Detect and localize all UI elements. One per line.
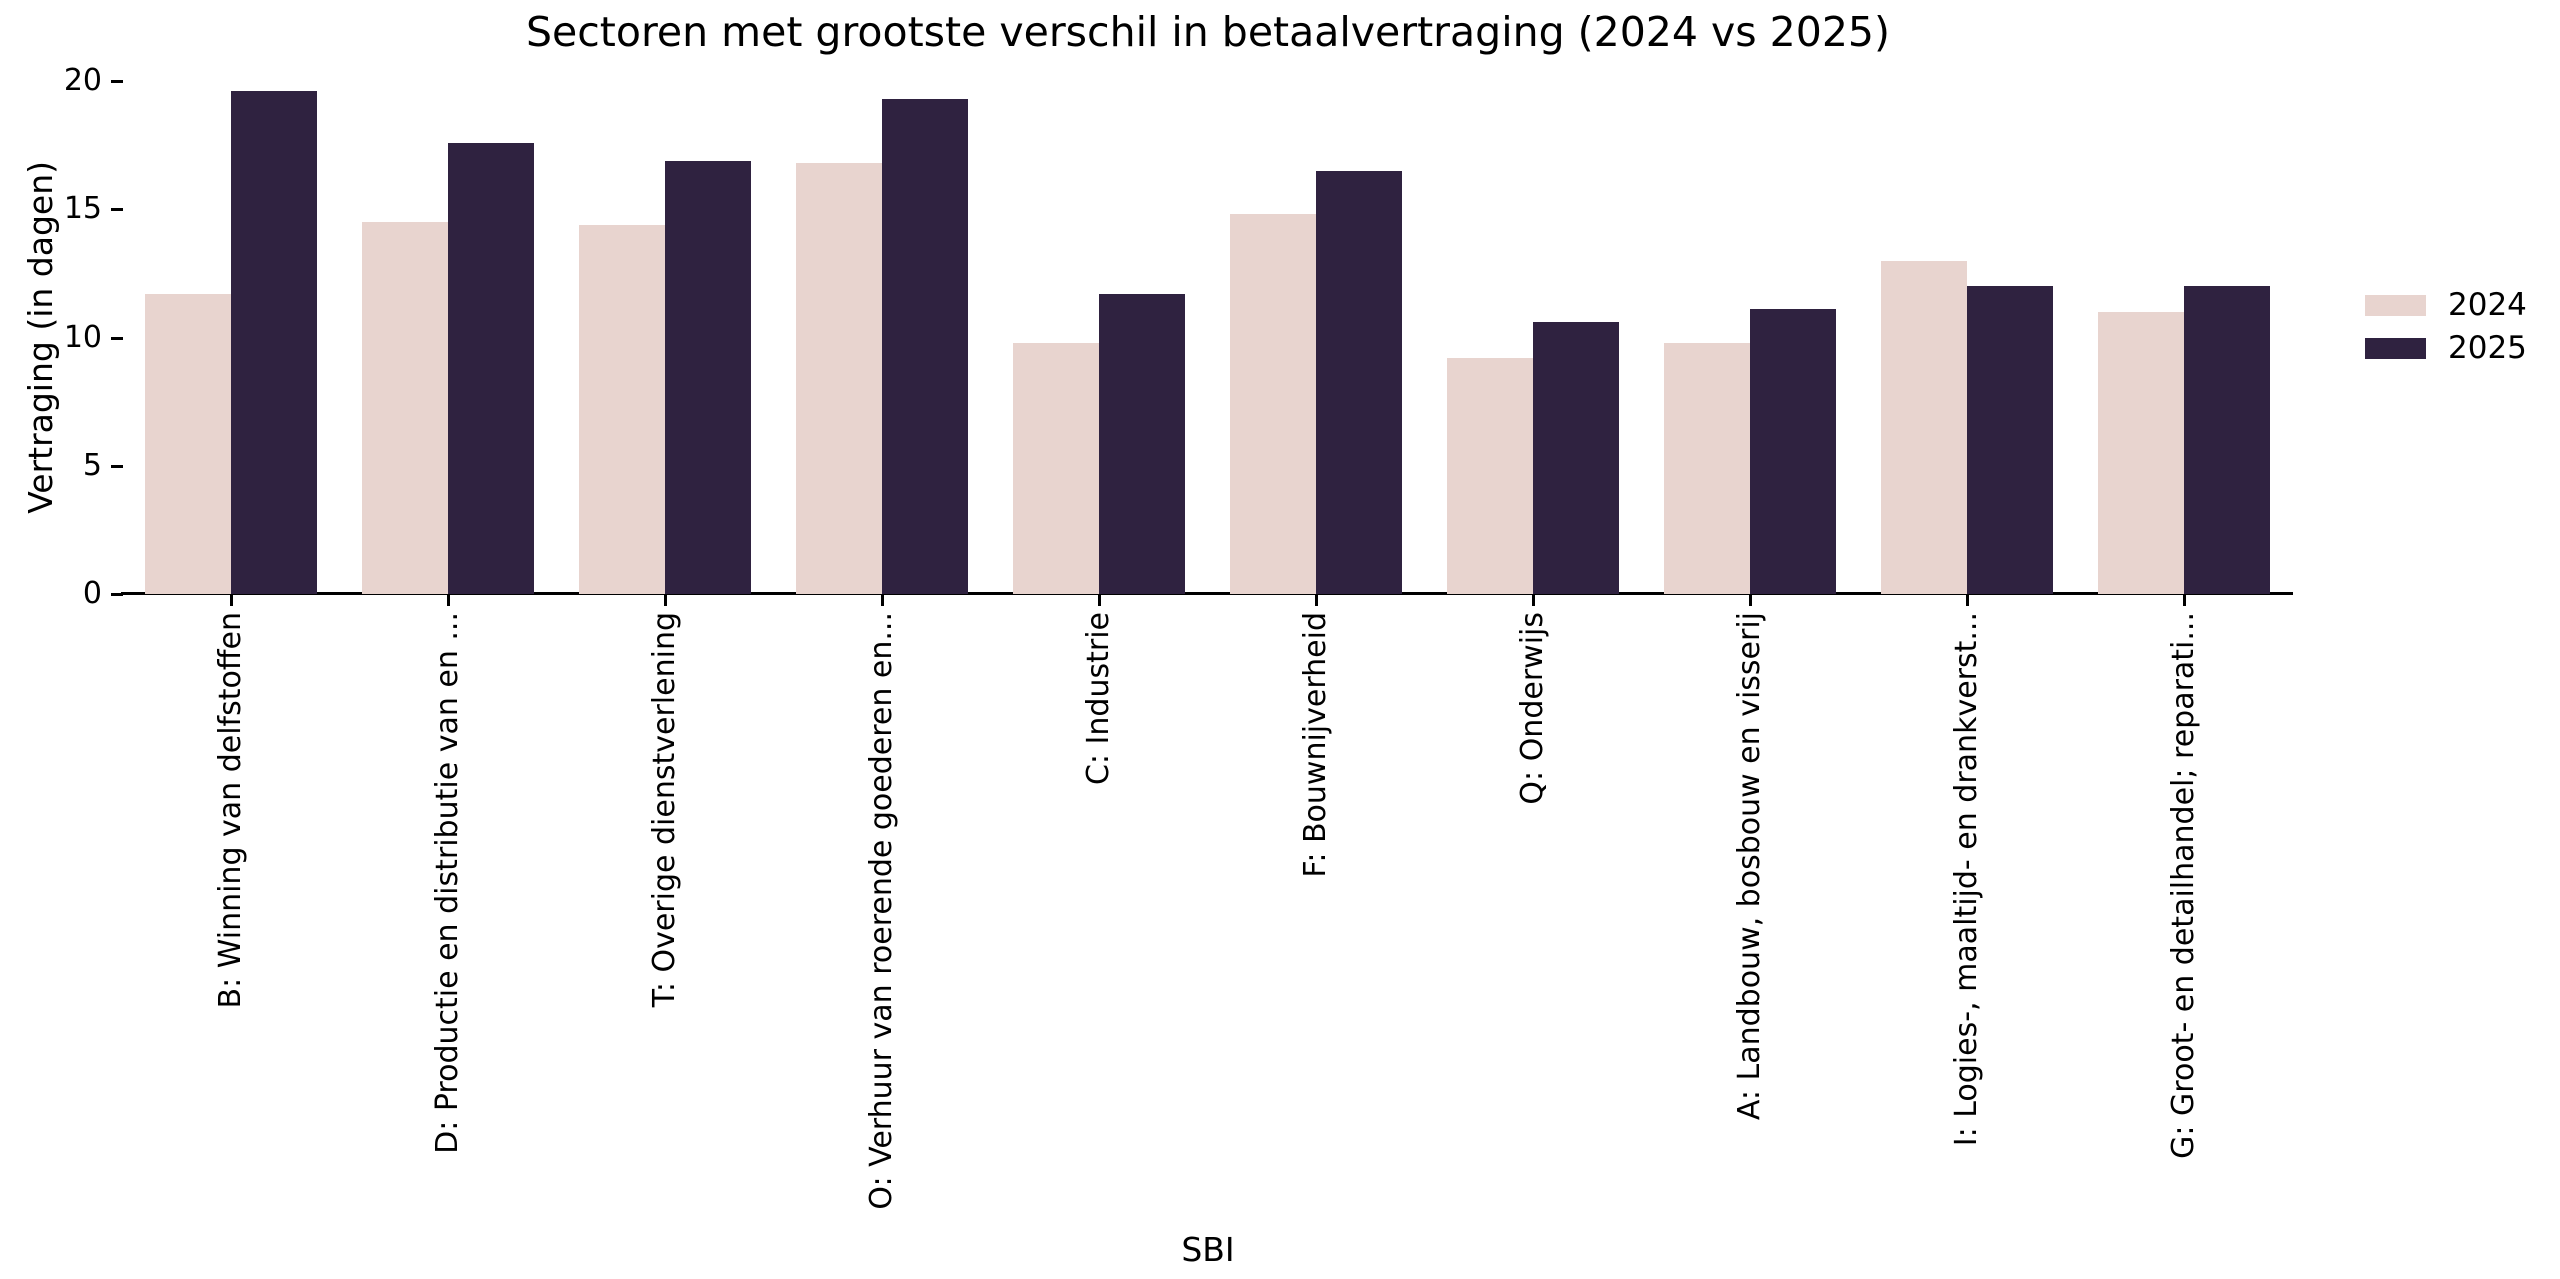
y-tick-label: 0: [82, 576, 102, 611]
x-tick-mark: [1532, 595, 1535, 606]
bar-2025-2: [448, 142, 534, 594]
x-tick-mark: [230, 595, 233, 606]
x-tick-label: C: Industrie: [1081, 612, 1117, 785]
bar-2024-7: [1447, 358, 1533, 594]
x-tick-label: O: Verhuur van roerende goederen en...: [864, 612, 900, 1210]
bar-2025-3: [665, 160, 751, 594]
bar-2025-9: [1967, 286, 2053, 594]
y-tick-mark: [111, 464, 123, 468]
x-tick-label-text: D: Productie en distributie van en ...: [430, 612, 465, 1154]
x-tick-label: D: Productie en distributie van en ...: [430, 612, 466, 1154]
x-tick-label-text: Q: Onderwijs: [1515, 612, 1550, 805]
bar-2025-6: [1316, 170, 1402, 594]
legend-label-2025: 2025: [2448, 330, 2527, 366]
x-tick-label-text: O: Verhuur van roerende goederen en...: [864, 612, 899, 1210]
x-tick-label-text: F: Bouwnijverheid: [1298, 612, 1333, 878]
x-tick-label-text: G: Groot- en detailhandel; reparati...: [2166, 612, 2201, 1159]
x-axis-label: SBI: [1181, 1230, 1235, 1269]
bar-2025-4: [882, 98, 968, 594]
bar-2024-8: [1664, 342, 1750, 594]
bar-2024-3: [579, 224, 665, 594]
bar-2024-5: [1013, 342, 1099, 594]
bar-2025-5: [1099, 293, 1185, 594]
x-tick-mark: [2183, 595, 2186, 606]
chart-title: Sectoren met grootste verschil in betaal…: [526, 8, 1890, 56]
x-tick-label: T: Overige dienstverlening: [647, 612, 683, 1007]
x-tick-mark: [664, 595, 667, 606]
bar-2024-1: [145, 293, 231, 594]
x-tick-label-text: I: Logies-, maaltijd- en drankverst...: [1949, 612, 1984, 1147]
x-tick-label-text: A: Landbouw, bosbouw en visserij: [1732, 612, 1767, 1121]
bar-2024-2: [362, 222, 448, 594]
y-tick-mark: [111, 80, 123, 83]
x-tick-label-text: C: Industrie: [1081, 612, 1116, 786]
x-tick-mark: [1749, 595, 1752, 606]
y-tick-mark: [111, 336, 123, 340]
y-tick-mark: [111, 208, 123, 212]
x-tick-mark: [1966, 595, 1969, 606]
x-tick-label: I: Logies-, maaltijd- en drankverst...: [1949, 612, 1985, 1146]
x-axis-spine: [121, 592, 2293, 595]
bar-2024-6: [1230, 214, 1316, 594]
y-tick-label: 5: [82, 447, 102, 483]
x-tick-mark: [881, 595, 884, 606]
bar-2024-9: [1881, 260, 1967, 594]
y-tick-mark: [111, 593, 123, 596]
legend-swatch-2025: [2365, 338, 2426, 359]
legend-label-2024: 2024: [2448, 287, 2527, 323]
x-tick-label: Q: Onderwijs: [1515, 612, 1551, 805]
x-tick-label: B: Winning van delfstoffen: [213, 612, 249, 1009]
x-tick-mark: [1098, 595, 1101, 606]
x-tick-label: F: Bouwnijverheid: [1298, 612, 1334, 878]
bar-2024-10: [2098, 311, 2184, 594]
x-tick-mark: [447, 595, 450, 606]
x-tick-label-text: B: Winning van delfstoffen: [213, 612, 248, 1009]
bar-2025-1: [231, 91, 317, 594]
y-tick-label: 15: [63, 191, 102, 227]
x-tick-label-text: T: Overige dienstverlening: [647, 612, 682, 1008]
y-tick-label: 20: [63, 63, 102, 98]
legend-swatch-2024: [2365, 295, 2426, 316]
x-tick-label: A: Landbouw, bosbouw en visserij: [1732, 612, 1768, 1120]
x-tick-label: G: Groot- en detailhandel; reparati...: [2166, 612, 2202, 1159]
bar-2025-8: [1750, 309, 1836, 594]
bar-2025-7: [1533, 322, 1619, 594]
x-tick-mark: [1315, 595, 1318, 606]
y-tick-label: 10: [63, 319, 102, 355]
bar-2024-4: [796, 163, 882, 594]
bar-2025-10: [2184, 286, 2270, 594]
